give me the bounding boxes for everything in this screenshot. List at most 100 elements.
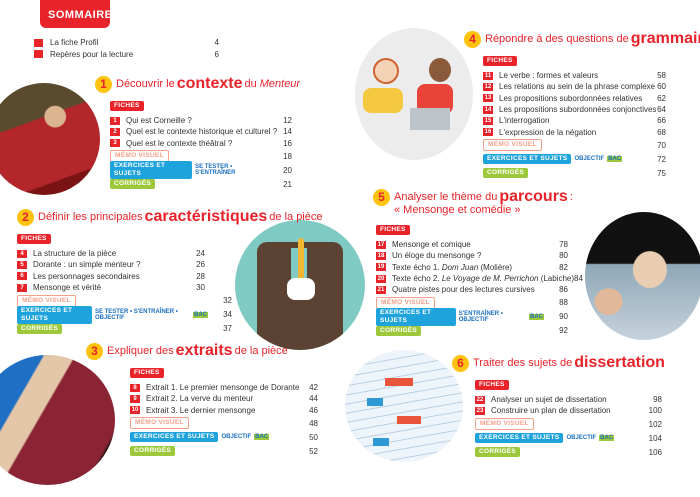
toc-entry[interactable]: 18 Un éloge du mensonge ? 80 [376, 250, 568, 261]
exercices-sujets[interactable]: EXERCICES ET SUJETS SE TESTER • S'ENTRAÎN… [110, 161, 292, 180]
corriges-badge: CORRIGÉS [110, 179, 156, 190]
corriges[interactable]: CORRIGÉS 92 [376, 324, 568, 337]
row-label: MÉMO VISUEL [130, 417, 294, 430]
intro-item[interactable]: Repères pour la lecture 6 [34, 49, 219, 61]
exercices-sujets[interactable]: EXERCICES ET SUJETS S'ENTRAÎNER • OBJECTI… [376, 307, 568, 326]
fiches-badge: FICHES [130, 368, 164, 378]
corriges[interactable]: CORRIGÉS 52 [130, 445, 318, 458]
toc-entry[interactable]: 15 L'interrogation 66 [483, 115, 666, 126]
toc-entry[interactable]: 22 Analyser un sujet de dissertation 98 [475, 394, 662, 405]
page-number: 4 [214, 38, 219, 48]
toc-entry[interactable]: 6 Les personnages secondaires 28 [17, 271, 205, 282]
toc-entry[interactable]: 17 Mensonge et comique 78 [376, 239, 568, 250]
exercices-sujets[interactable]: EXERCICES ET SUJETS OBJECTIF BAC 72 [483, 153, 666, 166]
row-label: EXERCICES ET SUJETS S'ENTRAÎNER • OBJECTI… [376, 307, 544, 326]
heading-work-title: Menteur [259, 78, 301, 90]
toc-entry[interactable]: 1 Qui est Corneille ? 12 [110, 115, 292, 126]
heading-text: : [569, 191, 573, 203]
corriges-badge: CORRIGÉS [130, 446, 176, 457]
section-number-badge: 2 [17, 208, 34, 226]
heading-keyword: contexte [176, 75, 243, 92]
exercise-tags: S'ENTRAÎNER • OBJECTIF [458, 310, 503, 323]
toc-entry[interactable]: 16 L'expression de la négation 68 [483, 126, 666, 137]
toc-entry[interactable]: 23 Construire un plan de dissertation 100 [475, 405, 662, 416]
section-caracteristiques: 2 Définir les principales caractéristiques… [17, 207, 323, 335]
page-number: 92 [559, 326, 568, 336]
section-parcours: 5 Analyser le thème du parcours: « Mensonge… [373, 187, 583, 337]
toc-entry[interactable]: 4 La structure de la pièce 24 [17, 248, 205, 259]
page-number: 70 [657, 140, 666, 150]
memo-visuel[interactable]: MÉMO VISUEL 102 [475, 418, 662, 431]
toc-entry[interactable]: 5 Dorante : un simple menteur ? 26 [17, 259, 205, 270]
exercices-sujets[interactable]: EXERCICES ET SUJETS OBJECTIF BAC 50 [130, 431, 318, 444]
heading-text: Expliquer des [107, 345, 174, 357]
heading-keyword: dissertation [574, 354, 665, 371]
section-body: FICHES 11 Le verbe : formes et valeurs 58 12… [483, 49, 666, 180]
exercices-sujets[interactable]: EXERCICES ET SUJETS SE TESTER • S'ENTRAÎN… [17, 305, 232, 324]
toc-entry[interactable]: 19 Texte écho 1. Dom Juan (Molière) 82 [376, 262, 568, 273]
toc-entry[interactable]: 12 Les relations au sein de la phrase com… [483, 81, 666, 92]
toc-entry[interactable]: 13 Les propositions subordonnées relative… [483, 93, 666, 104]
fiches-badge: FICHES [110, 101, 144, 111]
entry-title: Les propositions subordonnées relatives [499, 93, 643, 103]
page-number: 104 [648, 433, 662, 443]
row-label: CORRIGÉS [376, 325, 544, 336]
page-number: 78 [559, 240, 568, 250]
toc-entry[interactable]: 20 Texte écho 2. Le Voyage de M. Perricho… [376, 273, 583, 284]
exercices-sujets[interactable]: EXERCICES ET SUJETS OBJECTIF BAC 104 [475, 432, 662, 445]
row-label: EXERCICES ET SUJETS OBJECTIF BAC [130, 432, 294, 443]
row-label: EXERCICES ET SUJETS OBJECTIF BAC [475, 433, 638, 444]
entry-title: Quel est le contexte historique et cultu… [126, 127, 278, 137]
toc-entry[interactable]: 11 Le verbe : formes et valeurs 58 [483, 70, 666, 81]
heading-text: Traiter des sujets de [473, 357, 573, 369]
section-extraits: 3 Expliquer des extraits de la pièce FICHES 8… [86, 341, 318, 458]
fiches-badge: FICHES [17, 234, 51, 244]
heading-text: de la pièce [269, 211, 323, 223]
heading-text: de la pièce [234, 345, 288, 357]
bac-tag: BAC [193, 311, 208, 318]
corriges[interactable]: CORRIGÉS 106 [475, 446, 662, 459]
portrait-cardinal-image [0, 83, 100, 195]
corriges[interactable]: CORRIGÉS 21 [110, 178, 292, 191]
entry-title: Dorante : un simple menteur ? [33, 260, 141, 270]
entry-text: Texte écho 2. [392, 274, 442, 284]
section-subtitle: « Mensonge et comédie » [394, 204, 521, 216]
entry-text: (Molière) [478, 262, 513, 272]
toc-entry[interactable]: 21 Quatre pistes pour des lectures cursiv… [376, 284, 568, 295]
section-body: FICHES 22 Analyser un sujet de dissertatio… [475, 373, 662, 459]
fiche-number: 14 [483, 105, 493, 114]
fiche-number: 16 [483, 128, 493, 137]
heading-keyword: parcours [499, 188, 568, 205]
section-number-badge: 1 [95, 75, 112, 93]
corriges[interactable]: CORRIGÉS 75 [483, 167, 666, 180]
toc-entry[interactable]: 14 Les propositions subordonnées conjonct… [483, 104, 666, 115]
row-label: CORRIGÉS [110, 179, 268, 190]
memo-visuel-badge: MÉMO VISUEL [475, 418, 534, 431]
corriges[interactable]: CORRIGÉS 37 [17, 322, 232, 335]
toc-entry[interactable]: 10 Extrait 3. Le dernier mensonge 46 [130, 405, 318, 416]
toc-entry[interactable]: 8 Extrait 1. Le premier mensonge de Doran… [130, 382, 318, 393]
entry-title: L'expression de la négation [499, 127, 597, 137]
memo-visuel[interactable]: MÉMO VISUEL 48 [130, 417, 318, 430]
entry-title: Les relations au sein de la phrase compl… [499, 82, 656, 92]
exercices-sujets-badge: EXERCICES ET SUJETS [130, 432, 219, 443]
page-number: 52 [309, 446, 318, 456]
memo-visuel-badge: MÉMO VISUEL [483, 139, 542, 152]
section-heading: 2 Définir les principales caractéristiques… [17, 207, 323, 227]
row-label: CORRIGÉS [130, 446, 294, 457]
page-number: 50 [309, 432, 318, 442]
memo-visuel[interactable]: MÉMO VISUEL 70 [483, 139, 666, 152]
section-number-badge: 5 [373, 188, 390, 206]
intro-item[interactable]: La fiche Profil 4 [34, 37, 219, 49]
section-grammaire: 4 Répondre à des questions degrammaire FIC… [464, 29, 700, 180]
heading-text: du [244, 78, 257, 90]
row-label: EXERCICES ET SUJETS OBJECTIF BAC [483, 154, 642, 165]
entry-work-title: Dom Juan [441, 262, 479, 272]
toc-entry[interactable]: 9 Extrait 2. La verve du menteur 44 [130, 393, 318, 404]
page-number: 48 [309, 418, 318, 428]
toc-entry[interactable]: 7 Mensonge et vérité 30 [17, 282, 205, 293]
entry-title: Texte écho 2. Le Voyage de M. Perrichon … [392, 274, 574, 283]
section-body: FICHES 1 Qui est Corneille ? 12 2 Quel est le… [110, 94, 292, 191]
toc-entry[interactable]: 2 Quel est le contexte historique et cult… [110, 126, 292, 137]
toc-entry[interactable]: 3 Quel est le contexte théâtral ? 16 [110, 138, 292, 149]
